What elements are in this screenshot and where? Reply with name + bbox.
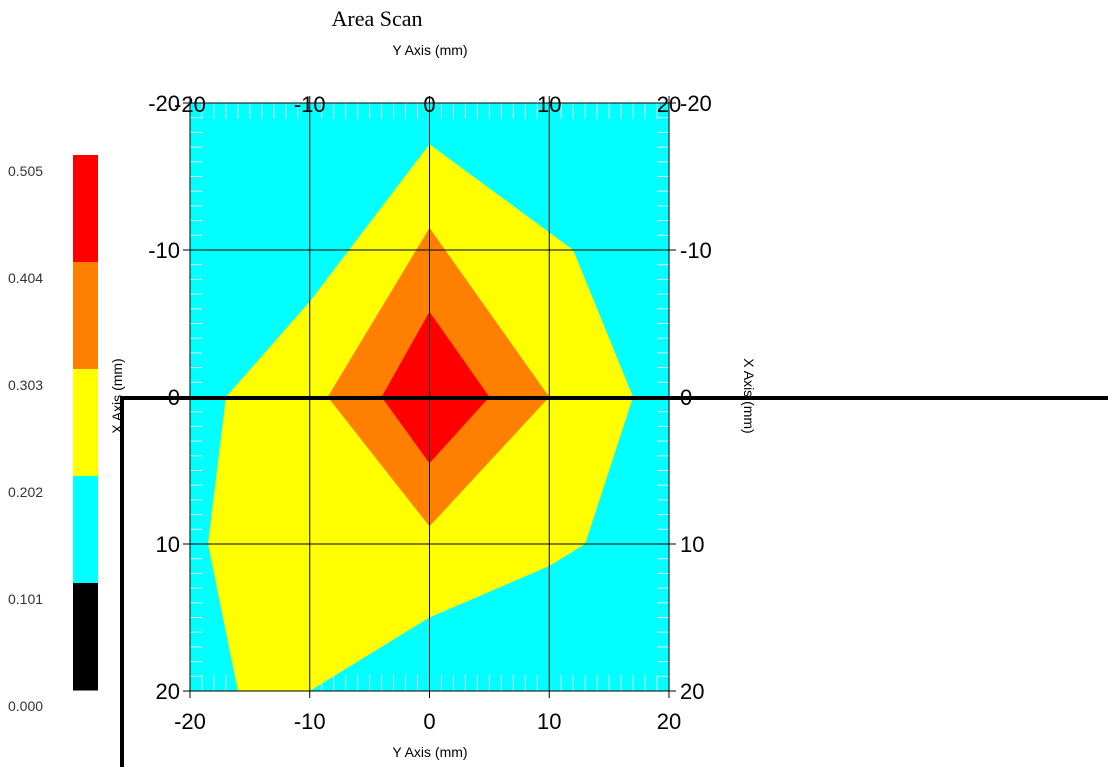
contour-regions <box>208 144 634 691</box>
chart-title: Area Scan <box>331 6 422 31</box>
x-tick-label-top: 10 <box>537 92 561 117</box>
y-tick-label-right: -10 <box>680 238 712 263</box>
x-tick-label-bottom: 10 <box>537 709 561 734</box>
legend-color-band <box>73 476 98 584</box>
y-tick-label-right: 10 <box>680 532 704 557</box>
y-tick-label-left: -10 <box>148 238 180 263</box>
y-tick-label-right: -20 <box>680 91 712 116</box>
overlay-corner-lines <box>120 396 1108 767</box>
color-scale-legend: 0.505 0.404 0.303 0.202 0.101 0.000 <box>8 155 98 714</box>
contour-region <box>381 311 490 464</box>
x-axis-label-top: Y Axis (mm) <box>392 42 467 58</box>
y-tick-label-right: 20 <box>680 679 704 704</box>
y-tick-label-left: -20 <box>148 91 180 116</box>
x-tick-label-top: 20 <box>657 92 681 117</box>
legend-tick-label: 0.202 <box>8 484 43 500</box>
x-tick-label-top: 0 <box>423 92 435 117</box>
y-tick-label-left: 10 <box>156 532 180 557</box>
x-axis-label-bottom: Y Axis (mm) <box>392 744 467 760</box>
legend-color-band <box>73 155 98 263</box>
legend-tick-label: 0.101 <box>8 591 43 607</box>
legend-color-band <box>73 583 98 691</box>
legend-tick-label: 0.303 <box>8 377 43 393</box>
legend-color-band <box>73 369 98 477</box>
x-tick-label-bottom: -20 <box>174 709 206 734</box>
legend-tick-label: 0.505 <box>8 163 43 179</box>
x-tick-label-bottom: 0 <box>423 709 435 734</box>
legend-tick-label: 0.000 <box>8 698 43 714</box>
legend-color-band <box>73 262 98 370</box>
x-tick-label-top: -20 <box>174 92 206 117</box>
legend-tick-label: 0.404 <box>8 270 43 286</box>
x-tick-label-bottom: -10 <box>294 709 326 734</box>
x-tick-label-top: -10 <box>294 92 326 117</box>
y-tick-label-left: 20 <box>156 679 180 704</box>
x-tick-label-bottom: 20 <box>657 709 681 734</box>
